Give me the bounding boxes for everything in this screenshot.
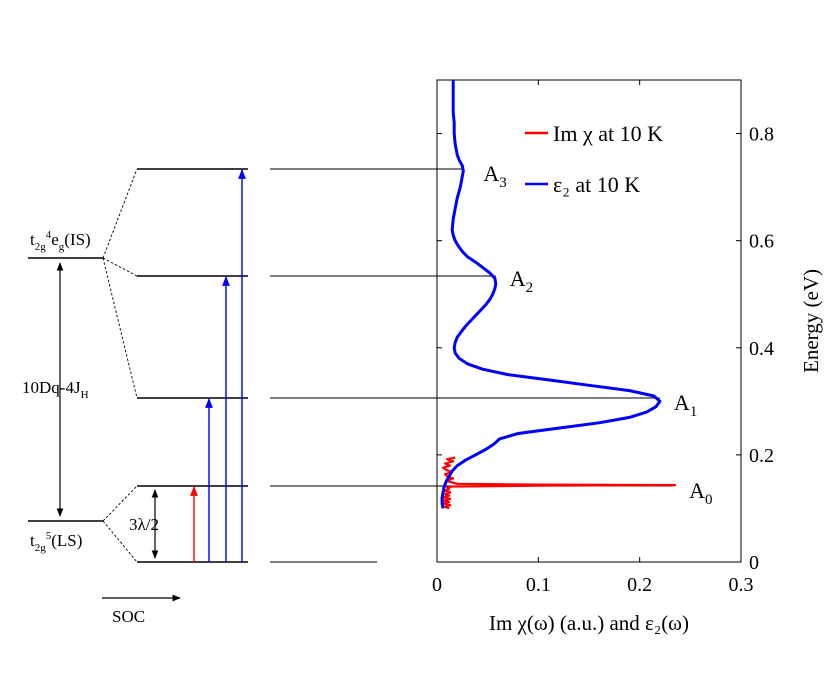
x-axis-label: Im χ(ω) (a.u.) and ε₂(ω) bbox=[489, 611, 689, 635]
peak-label-a1: A1 bbox=[674, 390, 697, 420]
series-line-1 bbox=[440, 80, 662, 509]
y-tick-label: 0.8 bbox=[749, 124, 774, 146]
y-tick-label: 0 bbox=[749, 552, 759, 574]
x-axis: 0 0.1 0.2 0.3 bbox=[432, 80, 754, 596]
y-tick-label: 0.2 bbox=[749, 445, 774, 467]
splitting-connectors bbox=[102, 168, 138, 563]
is-level-label: t2g4eg(IS) bbox=[30, 229, 91, 253]
level-diagram: t2g5(LS) t2g4eg(IS) 10Dq-4JH 3λ/2 SOC bbox=[22, 168, 248, 626]
x-tick-label: 0.1 bbox=[526, 574, 551, 596]
peak-labels: A0 A1 A2 A3 bbox=[483, 161, 712, 508]
peak-label-a3: A3 bbox=[483, 161, 506, 191]
y-axis: 0 0.2 0.4 0.6 0.8 bbox=[437, 124, 774, 574]
peak-label-a0: A0 bbox=[689, 478, 712, 508]
x-tick-label: 0.2 bbox=[627, 574, 652, 596]
x-tick-label: 0.3 bbox=[729, 574, 754, 596]
legend-label-eps2: ε₂ at 10 K bbox=[553, 172, 640, 197]
legend-label-im-chi: Im χ at 10 K bbox=[553, 121, 663, 146]
y-tick-label: 0.4 bbox=[749, 338, 774, 360]
y-tick-label: 0.6 bbox=[749, 231, 774, 253]
transition-arrows bbox=[190, 169, 246, 562]
soc-arrow-label: SOC bbox=[112, 607, 145, 626]
soc-split-label: 3λ/2 bbox=[129, 515, 159, 534]
legend: Im χ at 10 K ε₂ at 10 K bbox=[525, 121, 663, 197]
plot-frame bbox=[436, 79, 742, 563]
x-tick-label: 0 bbox=[432, 574, 442, 596]
spectrum-plot: 0 0.1 0.2 0.3 0 0.2 0.4 0.6 0.8 A0 A1 A2 A3 Im χ(ω… bbox=[432, 79, 823, 635]
y-axis-label: Energy (eV) bbox=[799, 269, 823, 373]
gap-label: 10Dq-4JH bbox=[22, 378, 89, 401]
peak-label-a2: A2 bbox=[510, 266, 533, 296]
ls-level-label: t2g5(LS) bbox=[30, 530, 82, 554]
series-line-0 bbox=[442, 456, 677, 510]
